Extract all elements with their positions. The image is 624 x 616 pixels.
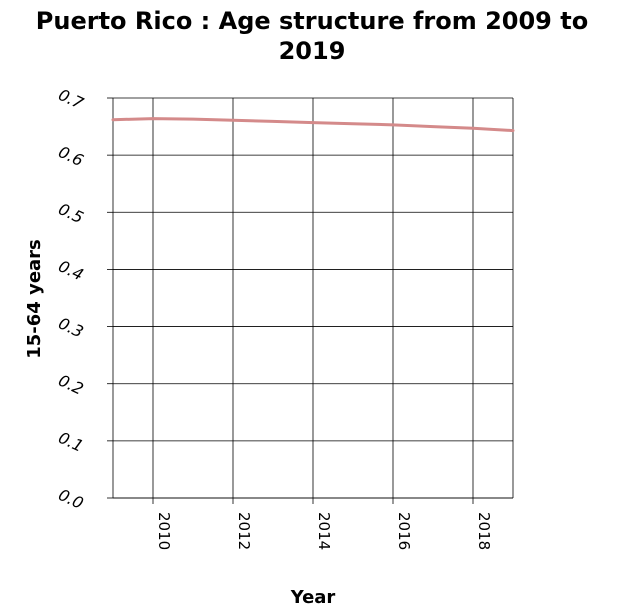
x-tick-label: 2010 [155, 512, 173, 550]
y-tick-label: 0.5 [55, 199, 86, 227]
x-tick-label: 2012 [235, 512, 253, 550]
grid [113, 97, 513, 499]
y-tick-label: 0.3 [55, 314, 86, 342]
series-line [111, 117, 515, 133]
x-tick-label: 2014 [315, 512, 333, 550]
x-axis-label: Year [290, 587, 336, 608]
y-tick-label: 0.2 [55, 371, 86, 399]
y-axis-label: 15-64 years [24, 239, 45, 359]
x-tick-label: 2018 [475, 512, 493, 550]
y-tick-label: 0.1 [55, 428, 86, 456]
y-tick-label: 0.4 [55, 256, 86, 284]
x-tick-label: 2016 [395, 512, 413, 550]
y-tick-label: 0.6 [55, 142, 86, 170]
chart-title: Puerto Rico : Age structure from 2009 to… [35, 7, 589, 65]
series [111, 117, 515, 133]
y-tick-label: 0.0 [55, 485, 86, 513]
y-tick-label: 0.7 [55, 85, 87, 113]
axes [107, 97, 514, 504]
